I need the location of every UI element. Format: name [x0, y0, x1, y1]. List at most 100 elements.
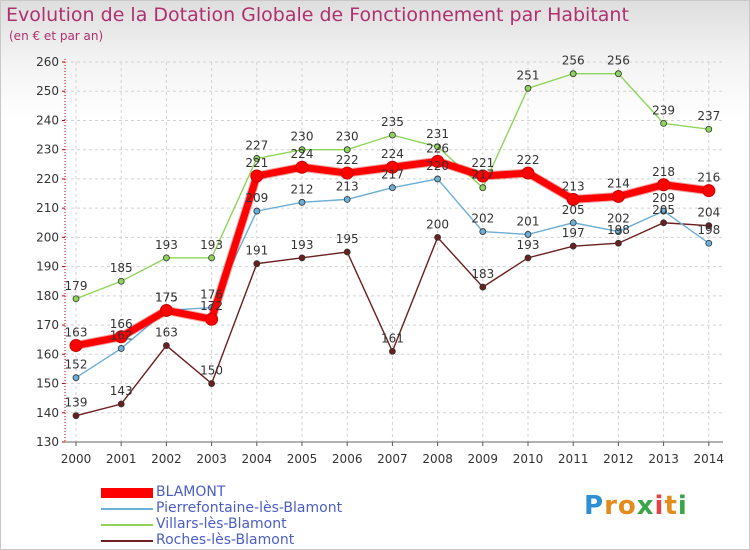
point-roches-l-s-blamont	[208, 380, 216, 387]
x-tick-label: 2008	[422, 452, 453, 466]
y-tick-label: 260	[36, 55, 59, 69]
data-label-pierrefontaine-l-s-blamont: 162	[110, 328, 133, 342]
data-label-pierrefontaine-l-s-blamont: 202	[471, 212, 494, 226]
point-pierrefontaine-l-s-blamont	[569, 219, 577, 227]
data-label-blamont: 216	[697, 171, 720, 185]
data-label-roches-l-s-blamont: 183	[471, 267, 494, 281]
legend-swatch	[101, 524, 153, 526]
point-roches-l-s-blamont	[434, 233, 442, 241]
data-label-villars-l-s-blamont: 239	[652, 103, 675, 117]
x-tick-label: 2010	[513, 452, 544, 466]
x-tick-label: 2014	[694, 452, 725, 466]
point-roches-l-s-blamont	[615, 239, 622, 247]
legend-swatch	[101, 540, 153, 542]
data-label-blamont: 222	[336, 153, 359, 167]
point-blamont	[385, 160, 399, 174]
point-roches-l-s-blamont	[479, 283, 487, 291]
point-pierrefontaine-l-s-blamont	[388, 184, 396, 192]
x-tick-label: 2001	[106, 452, 137, 466]
data-label-pierrefontaine-l-s-blamont: 217	[381, 168, 404, 182]
data-label-pierrefontaine-l-s-blamont: 209	[245, 191, 268, 205]
x-tick-label: 2011	[558, 452, 589, 466]
legend-swatch	[101, 488, 153, 498]
data-label-villars-l-s-blamont: 193	[155, 238, 178, 252]
data-label-roches-l-s-blamont: 150	[200, 364, 223, 378]
point-villars-l-s-blamont	[569, 70, 577, 78]
data-label-roches-l-s-blamont: 198	[607, 223, 630, 237]
data-label-pierrefontaine-l-s-blamont: 205	[562, 203, 585, 217]
x-tick-label: 2009	[468, 452, 499, 466]
legend-label: Roches-lès-Blamont	[156, 532, 295, 548]
data-label-blamont: 226	[426, 141, 449, 155]
point-pierrefontaine-l-s-blamont	[117, 345, 125, 352]
data-label-villars-l-s-blamont: 227	[245, 138, 268, 152]
data-label-blamont: 175	[155, 290, 178, 304]
y-tick-label: 210	[36, 201, 59, 215]
point-villars-l-s-blamont	[72, 295, 80, 303]
data-label-roches-l-s-blamont: 139	[65, 396, 88, 410]
y-tick-label: 140	[36, 406, 59, 420]
data-label-villars-l-s-blamont: 256	[607, 54, 630, 68]
data-label-blamont: 224	[291, 147, 314, 161]
point-pierrefontaine-l-s-blamont	[298, 198, 306, 206]
point-blamont	[340, 166, 354, 180]
data-label-roches-l-s-blamont: 205	[652, 203, 675, 217]
point-roches-l-s-blamont	[72, 412, 80, 420]
data-label-blamont: 213	[562, 179, 585, 193]
point-roches-l-s-blamont	[388, 347, 396, 355]
data-label-pierrefontaine-l-s-blamont: 213	[336, 179, 359, 193]
point-blamont	[702, 184, 716, 198]
point-pierrefontaine-l-s-blamont	[705, 239, 713, 247]
y-tick-label: 170	[36, 318, 59, 332]
point-villars-l-s-blamont	[434, 143, 442, 151]
logo-letter: t	[664, 491, 678, 521]
point-blamont	[250, 169, 264, 183]
data-label-pierrefontaine-l-s-blamont: 209	[652, 191, 675, 205]
y-tick-label: 130	[36, 435, 59, 449]
data-label-blamont: 172	[200, 299, 223, 313]
point-blamont	[611, 189, 625, 203]
axes: 130 140 150 160 170 180 190 200 210 220 230 240 250 2…	[36, 55, 724, 466]
data-label-roches-l-s-blamont: 200	[426, 217, 449, 231]
data-label-blamont: 214	[607, 176, 630, 190]
point-roches-l-s-blamont	[298, 254, 306, 262]
point-roches-l-s-blamont	[524, 254, 532, 262]
point-pierrefontaine-l-s-blamont	[72, 374, 80, 382]
data-label-villars-l-s-blamont: 231	[426, 127, 449, 141]
point-blamont	[205, 312, 219, 326]
point-pierrefontaine-l-s-blamont	[524, 231, 532, 238]
point-roches-l-s-blamont	[660, 219, 667, 227]
y-tick-label: 200	[36, 230, 59, 244]
data-label-roches-l-s-blamont: 193	[517, 238, 540, 252]
data-label-pierrefontaine-l-s-blamont: 220	[426, 159, 449, 173]
point-roches-l-s-blamont	[253, 260, 261, 268]
y-tick-label: 160	[36, 347, 59, 361]
point-villars-l-s-blamont	[343, 146, 351, 154]
logo-letter: i	[654, 491, 665, 521]
legend-label: Villars-lès-Blamont	[156, 516, 287, 532]
data-label-villars-l-s-blamont: 193	[200, 238, 223, 252]
point-pierrefontaine-l-s-blamont	[253, 207, 261, 215]
data-label-blamont: 163	[65, 326, 88, 340]
x-tick-label: 2004	[242, 452, 273, 466]
data-label-villars-l-s-blamont: 235	[381, 115, 404, 129]
point-blamont	[476, 169, 490, 183]
x-tick-label: 2005	[287, 452, 318, 466]
data-label-pierrefontaine-l-s-blamont: 202	[607, 212, 630, 226]
point-blamont	[69, 339, 83, 353]
data-label-blamont: 218	[652, 165, 675, 179]
data-label-pierrefontaine-l-s-blamont: 198	[697, 223, 720, 237]
point-pierrefontaine-l-s-blamont	[479, 228, 487, 235]
point-villars-l-s-blamont	[524, 84, 532, 92]
line-chart: 130 140 150 160 170 180 190 200 210 220 230 240 250 2…	[36, 54, 724, 466]
point-villars-l-s-blamont	[253, 155, 261, 162]
point-pierrefontaine-l-s-blamont	[434, 175, 442, 183]
point-blamont	[159, 303, 173, 317]
logo-letter: i	[677, 491, 688, 521]
point-villars-l-s-blamont	[388, 131, 396, 139]
data-label-villars-l-s-blamont: 179	[65, 279, 88, 293]
data-label-pierrefontaine-l-s-blamont: 152	[65, 358, 88, 372]
y-tick-label: 250	[36, 84, 59, 98]
data-label-roches-l-s-blamont: 161	[381, 331, 404, 345]
x-tick-label: 2012	[603, 452, 634, 466]
